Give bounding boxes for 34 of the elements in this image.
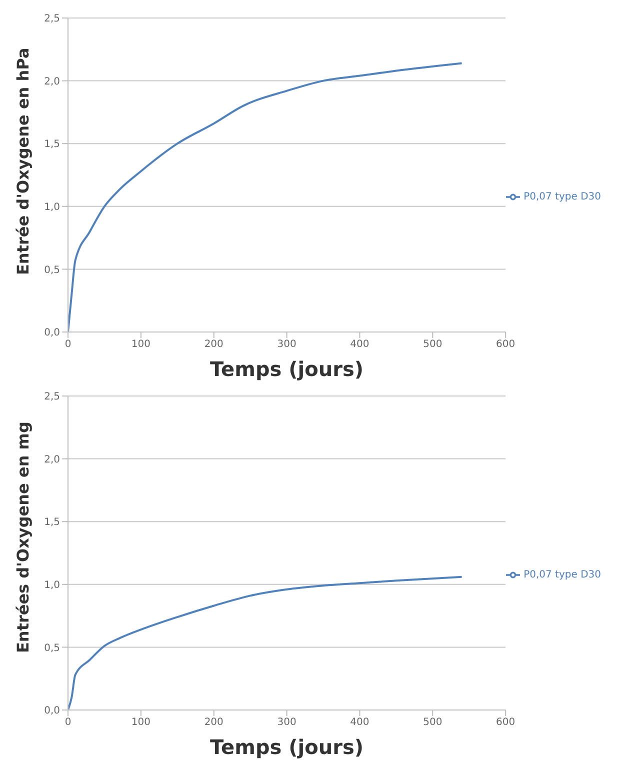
x-tick-label: 200 <box>204 339 224 350</box>
y-tick-label: 0,5 <box>44 642 60 654</box>
x-axis-title: Temps (jours) <box>210 357 364 381</box>
x-tick-label: 200 <box>204 717 224 728</box>
x-axis-title: Temps (jours) <box>210 735 364 759</box>
y-tick-label: 1,5 <box>44 139 60 150</box>
x-tick-label: 600 <box>496 717 516 728</box>
y-tick-label: 2,0 <box>44 76 60 88</box>
y-tick-label: 2,5 <box>44 14 60 25</box>
y-tick-label: 1,5 <box>44 517 60 528</box>
x-tick-label: 100 <box>131 339 150 350</box>
y-tick-label: 0,0 <box>44 328 60 339</box>
x-tick-label: 300 <box>277 717 296 728</box>
x-tick-label: 0 <box>64 717 72 728</box>
y-tick-label: 2,5 <box>44 392 60 403</box>
y-axis-title: Entrée d'Oxygene en hPa <box>14 48 33 275</box>
x-tick-label: 300 <box>277 339 296 350</box>
x-tick-label: 600 <box>496 339 516 350</box>
y-tick-label: 1,0 <box>44 202 60 213</box>
y-axis-title: Entrées d'Oxygene en mg <box>14 422 33 653</box>
x-tick-label: 100 <box>131 717 150 728</box>
x-tick-label: 500 <box>423 717 442 728</box>
x-tick-label: 500 <box>423 339 442 350</box>
y-tick-label: 2,0 <box>44 454 60 466</box>
line-series <box>68 62 463 332</box>
x-tick-label: 0 <box>64 339 72 350</box>
y-tick-label: 0,0 <box>44 706 60 717</box>
x-tick-label: 400 <box>350 339 370 350</box>
line-series <box>68 576 463 710</box>
legend-label: P0,07 type D30 <box>524 570 601 581</box>
x-tick-label: 400 <box>350 717 370 728</box>
y-tick-label: 0,5 <box>44 264 60 276</box>
legend-label: P0,07 type D30 <box>524 192 601 203</box>
y-tick-label: 1,0 <box>44 580 60 591</box>
